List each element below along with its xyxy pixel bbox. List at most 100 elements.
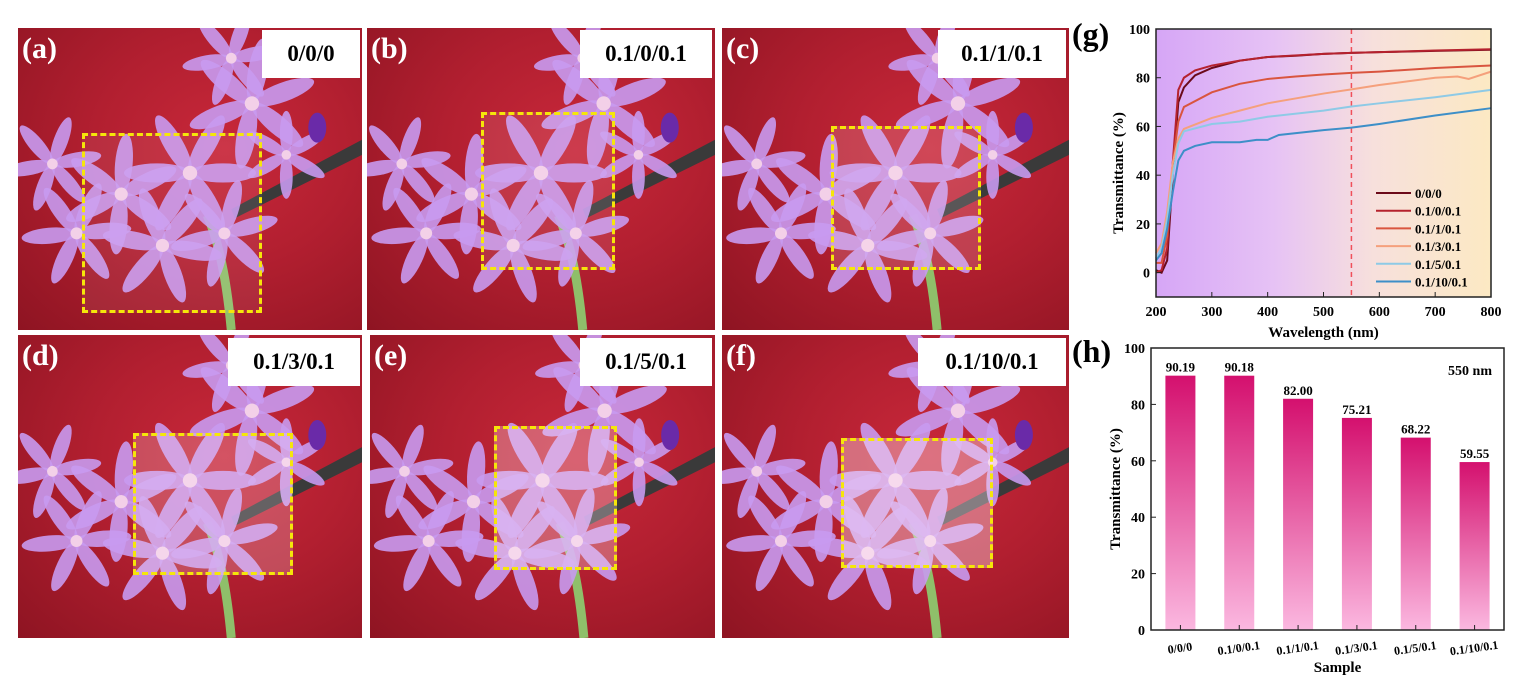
flower-center — [466, 495, 481, 509]
flower-center — [281, 150, 292, 160]
y-tick-label: 40 — [1131, 511, 1145, 526]
flower-center — [888, 473, 903, 488]
petal — [779, 232, 814, 279]
petal — [286, 460, 325, 486]
film-dashed-box — [82, 133, 262, 313]
flower-center — [218, 535, 231, 548]
flower-center — [70, 227, 83, 240]
petal — [370, 467, 405, 484]
bar — [1224, 375, 1255, 630]
bud — [308, 419, 327, 450]
y-tick-label: 0 — [1143, 267, 1150, 282]
flower-center — [751, 158, 763, 170]
petal — [600, 460, 640, 486]
petal — [723, 125, 758, 165]
petal — [74, 490, 102, 542]
petal — [247, 131, 287, 157]
x-tick-label: 300 — [1201, 305, 1222, 320]
petal — [912, 233, 934, 287]
petal — [954, 460, 993, 486]
petal — [114, 441, 133, 502]
flower-center — [47, 465, 58, 477]
petal — [542, 407, 605, 437]
panel-label: (f) — [726, 339, 756, 372]
petal — [514, 548, 575, 569]
photo-panel: (a) 0/0/0 — [18, 28, 362, 330]
flower-center — [422, 535, 435, 548]
petal — [198, 335, 233, 366]
petal — [235, 410, 258, 476]
x-tick-label: 0.1/5/0.1 — [1393, 638, 1437, 658]
petal — [755, 470, 790, 510]
petal — [50, 424, 72, 472]
petal — [507, 480, 545, 538]
petal — [367, 159, 402, 177]
flower-center — [70, 535, 83, 548]
petal — [992, 460, 1032, 486]
petal — [33, 471, 55, 518]
petal — [986, 154, 1000, 199]
sample-tag: 0/0/0 — [262, 30, 360, 78]
flower-center — [155, 546, 170, 560]
flower-icon — [722, 424, 806, 518]
petal — [373, 535, 429, 552]
petal — [926, 487, 948, 542]
petal — [224, 215, 278, 237]
flower-center — [774, 535, 787, 548]
petal — [819, 441, 838, 502]
petal — [722, 159, 757, 177]
flower-center — [420, 227, 433, 240]
y-tick-label: 40 — [1136, 169, 1150, 184]
petal — [586, 103, 609, 169]
petal — [162, 240, 223, 261]
petal — [182, 361, 232, 378]
flower-icon — [102, 188, 223, 303]
petal — [603, 77, 666, 107]
flower-center — [774, 227, 787, 240]
petal — [860, 115, 898, 174]
panel-label: (a) — [22, 32, 57, 65]
petal — [866, 506, 908, 554]
petal — [917, 58, 940, 105]
x-axis-label: Sample — [1314, 660, 1362, 676]
petal — [18, 467, 53, 484]
petal — [930, 523, 984, 545]
petal — [755, 540, 784, 592]
petal — [542, 470, 609, 491]
petal — [600, 438, 640, 464]
petal — [954, 153, 993, 179]
y-tick-label: 20 — [1131, 568, 1145, 583]
petal — [895, 470, 962, 491]
petal — [860, 172, 898, 231]
petal — [513, 240, 573, 261]
series-line — [1155, 70, 1492, 254]
petal — [572, 180, 594, 234]
petal — [748, 495, 783, 542]
petal — [535, 361, 584, 378]
sample-tag: 0.1/0/0.1 — [580, 30, 712, 78]
x-tick-label: 0.1/3/0.1 — [1334, 638, 1378, 658]
flower-center — [508, 546, 522, 560]
legend-label: 0/0/0 — [1415, 186, 1442, 201]
petal — [986, 110, 1000, 155]
flower-center — [924, 535, 937, 548]
petal — [888, 54, 938, 71]
petal — [867, 240, 928, 261]
series-line — [1155, 107, 1492, 262]
petal — [190, 163, 256, 183]
petal — [776, 465, 827, 504]
series-line — [1155, 88, 1492, 259]
x-tick-label: 500 — [1313, 305, 1334, 320]
petal — [929, 540, 970, 581]
flower-center — [596, 96, 611, 111]
petal — [754, 424, 777, 472]
flower-icon — [829, 422, 962, 538]
petal — [829, 470, 896, 491]
petal — [475, 163, 541, 183]
flower-center — [244, 96, 260, 111]
flower-center — [114, 187, 128, 201]
petal — [576, 540, 617, 581]
petal — [533, 54, 583, 71]
y-tick-label: 100 — [1124, 342, 1145, 357]
petal — [251, 385, 315, 414]
